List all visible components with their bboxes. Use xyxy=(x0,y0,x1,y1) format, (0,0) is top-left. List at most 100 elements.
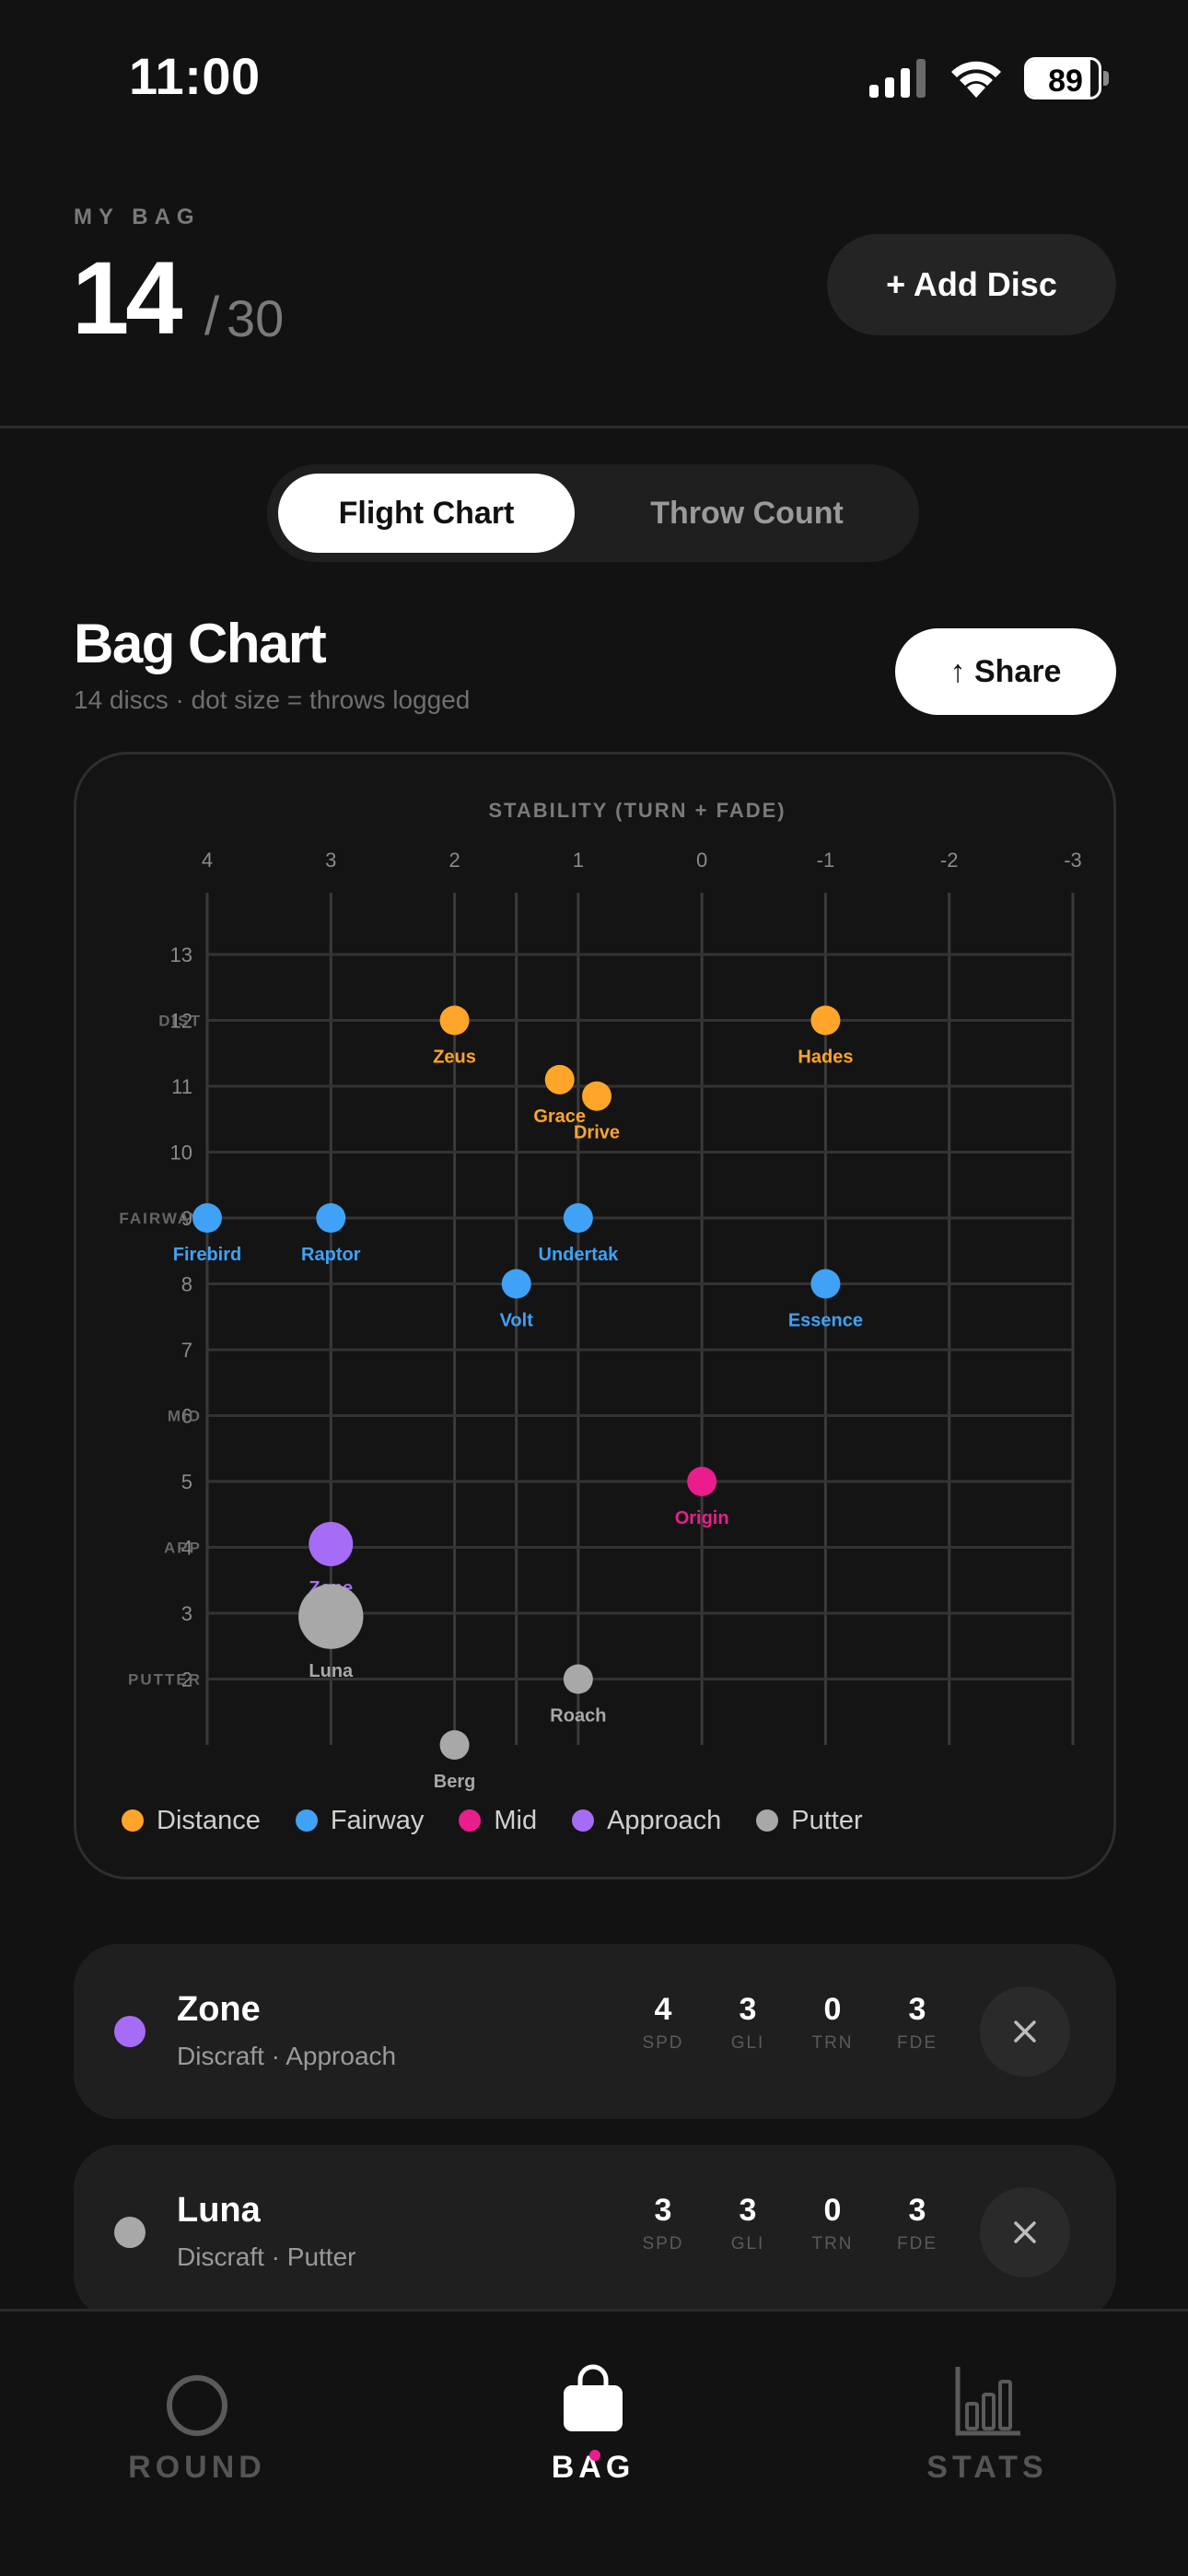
chart-subtitle: 14 discs · dot size = throws logged xyxy=(74,685,471,714)
legend-dot xyxy=(122,1809,144,1832)
category-label: PUTTER xyxy=(128,1671,202,1689)
stat-glide: 3 GLI xyxy=(730,2193,765,2254)
y-tick-label: 2 xyxy=(181,1669,192,1692)
wifi-icon xyxy=(951,61,1001,98)
y-tick-label: 4 xyxy=(181,1537,192,1560)
legend-item-approach: Approach xyxy=(572,1806,721,1836)
x-axis-title: STABILITY (TURN + FADE) xyxy=(488,799,786,822)
tab-bag[interactable]: BAG xyxy=(473,2358,713,2486)
data-point-grace xyxy=(544,1064,575,1095)
legend-label: Mid xyxy=(494,1805,538,1835)
stat-turn: 0 TRN xyxy=(811,1992,854,2053)
x-tick-label: -2 xyxy=(940,849,959,872)
battery-percent: 89 xyxy=(1048,64,1083,99)
point-label: Drive xyxy=(574,1123,620,1143)
tab-label: ROUND xyxy=(128,2450,266,2485)
tab-stats[interactable]: STATS xyxy=(868,2358,1107,2486)
remove-disc-button[interactable] xyxy=(980,1986,1070,2077)
data-point-berg xyxy=(439,1730,470,1760)
point-label: Undertak xyxy=(539,1245,620,1265)
stat-speed: 3 SPD xyxy=(642,2193,684,2254)
disc-meta: Discraft · Putter xyxy=(177,2242,356,2271)
point-label: Grace xyxy=(533,1107,586,1127)
bag-count: 14 xyxy=(72,240,183,356)
tab-round[interactable]: ROUND xyxy=(77,2358,317,2486)
tab-flight-chart[interactable]: Flight Chart xyxy=(278,474,575,553)
legend-item-putter: Putter xyxy=(756,1805,863,1836)
disc-color-dot xyxy=(114,2217,146,2248)
chart-title: Bag Chart xyxy=(74,613,327,674)
add-disc-button[interactable]: + Add Disc xyxy=(827,234,1116,335)
point-label: Essence xyxy=(788,1311,863,1331)
tab-label: STATS xyxy=(926,2450,1048,2485)
legend-item-mid: Mid xyxy=(459,1806,537,1836)
disc-color-dot xyxy=(114,2016,146,2047)
circle-icon xyxy=(167,2375,227,2436)
stat-fade: 3 FDE xyxy=(897,1992,938,2053)
section-eyebrow: MY BAG xyxy=(74,205,201,229)
chart-legend: Distance Fairway Mid Approach Putter xyxy=(122,1800,898,1841)
cellular-signal-icon xyxy=(869,59,926,98)
view-toggle: Flight Chart Throw Count xyxy=(267,464,919,562)
status-time: 11:00 xyxy=(129,47,261,105)
x-tick-label: 2 xyxy=(448,849,460,872)
legend-label: Approach xyxy=(607,1805,722,1835)
tab-throw-count[interactable]: Throw Count xyxy=(650,496,844,531)
y-tick-label: 13 xyxy=(170,943,192,966)
point-label: Hades xyxy=(798,1048,853,1068)
y-tick-label: 8 xyxy=(181,1273,192,1296)
legend-dot xyxy=(295,1809,318,1832)
close-icon xyxy=(1014,2020,1036,2043)
y-tick-label: 5 xyxy=(181,1470,192,1493)
data-point-firebird xyxy=(192,1203,222,1233)
y-tick-label: 10 xyxy=(170,1142,192,1165)
category-label: DIST xyxy=(158,1013,202,1030)
data-point-zeus xyxy=(439,1005,470,1036)
legend-item-fairway: Fairway xyxy=(295,1805,425,1836)
legend-dot xyxy=(459,1809,482,1832)
disc-meta: Discraft · Approach xyxy=(177,2042,397,2070)
share-button[interactable]: ↑ Share xyxy=(895,628,1116,715)
category-label: APP xyxy=(164,1540,202,1557)
legend-label: Distance xyxy=(157,1805,261,1835)
active-tab-indicator xyxy=(589,2450,600,2461)
data-point-raptor xyxy=(316,1203,346,1233)
data-point-hades xyxy=(810,1005,841,1036)
battery-icon: 89 xyxy=(1024,57,1109,100)
legend-label: Putter xyxy=(791,1805,863,1835)
legend-dot xyxy=(572,1809,595,1832)
y-tick-label: 9 xyxy=(181,1207,192,1230)
data-point-undertak xyxy=(563,1203,593,1233)
x-tick-label: 1 xyxy=(573,849,584,872)
data-point-origin xyxy=(687,1467,717,1496)
point-label: Firebird xyxy=(173,1245,241,1265)
flight-chart: STABILITY (TURN + FADE)4 3 2 1 0 -1 -2 -3131211… xyxy=(119,799,1081,1792)
remove-disc-button[interactable] xyxy=(980,2187,1070,2277)
point-label: Roach xyxy=(550,1706,606,1727)
tab-bar: ROUND BAG STATS xyxy=(0,2309,1188,2576)
data-point-zone xyxy=(309,1521,354,1566)
y-tick-label: 6 xyxy=(181,1405,192,1428)
x-tick-label: 0 xyxy=(696,849,707,872)
disc-row-zone[interactable]: Zone Discraft · Approach 4 SPD 3 GLI 0 TRN … xyxy=(74,1944,1116,2119)
point-label: Volt xyxy=(500,1311,534,1331)
point-label: Luna xyxy=(309,1661,354,1681)
category-label: MID xyxy=(168,1408,202,1425)
bag-capacity: 30 xyxy=(227,289,285,347)
data-point-drive xyxy=(582,1081,611,1111)
y-tick-label: 3 xyxy=(181,1602,192,1625)
y-tick-label: 12 xyxy=(170,1010,192,1033)
stat-turn: 0 TRN xyxy=(811,2193,854,2254)
legend-item-distance: Distance xyxy=(122,1806,261,1836)
legend-label: Fairway xyxy=(330,1805,425,1835)
flight-chart-card: STABILITY (TURN + FADE) 4 3 2 1 0 -1 -2 -3 13 12 11… xyxy=(74,752,1116,1879)
point-label: Origin xyxy=(675,1508,729,1528)
bar-chart-icon xyxy=(955,2367,1020,2436)
status-bar: 11:00 89 xyxy=(0,0,1188,157)
y-tick-label: 11 xyxy=(171,1075,192,1098)
close-icon xyxy=(1014,2221,1036,2243)
x-tick-label: 4 xyxy=(202,849,213,872)
y-tick-label: 7 xyxy=(181,1339,192,1362)
x-tick-label: -1 xyxy=(817,849,835,872)
